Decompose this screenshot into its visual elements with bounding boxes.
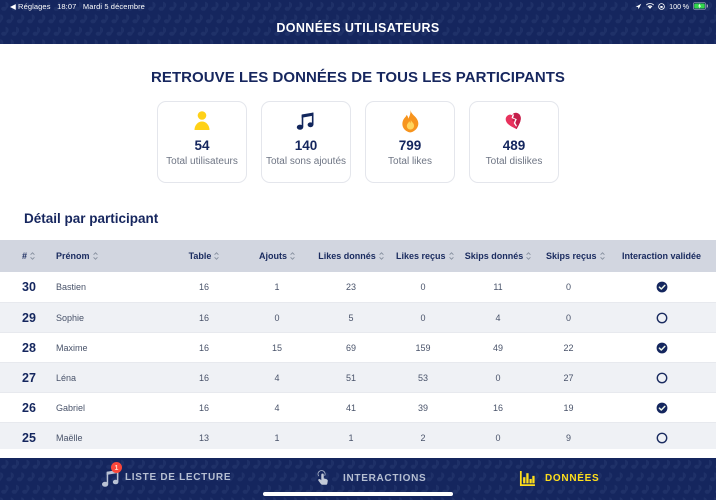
svg-text:1: 1 <box>115 465 119 472</box>
